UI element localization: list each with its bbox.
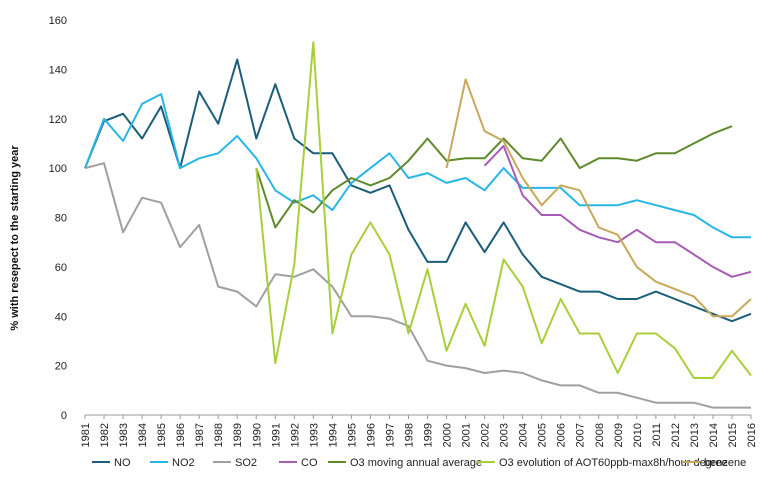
y-tick-label: 80	[55, 213, 67, 225]
y-tick-label: 0	[61, 410, 67, 422]
x-tick-label: 1994	[327, 423, 339, 447]
legend-item: O3 moving annual average	[328, 457, 482, 469]
legend-item: O3 evolution of AOT60ppb-max8h/hour degr…	[477, 457, 728, 469]
x-tick-label: 2010	[632, 423, 644, 447]
legend-item: benzene	[682, 457, 746, 469]
x-tick-label: 1986	[175, 423, 187, 447]
y-tick-label: 120	[49, 114, 67, 126]
legend-label: NO2	[172, 457, 195, 469]
x-tick-label: 2006	[556, 423, 568, 447]
x-tick-label: 2003	[499, 423, 511, 447]
x-tick-label: 1982	[99, 423, 111, 447]
x-axis-ticks: 1981 1982 1983 1984 1985 1986 1987 1988 1989 1990…	[80, 415, 758, 447]
legend-label: NO	[114, 457, 131, 469]
legend-item: NO2	[150, 457, 195, 469]
x-tick-label: 2012	[670, 423, 682, 447]
y-tick-label: 40	[55, 311, 67, 323]
x-tick-label: 1992	[289, 423, 301, 447]
x-tick-label: 2009	[613, 423, 625, 447]
y-axis-label: % with resepect to the starting year	[9, 145, 21, 331]
x-tick-label: 1995	[346, 423, 358, 447]
series-line-6	[445, 78, 752, 318]
legend-label: benzene	[704, 457, 746, 469]
x-tick-label: 2002	[480, 423, 492, 447]
x-tick-label: 2016	[746, 423, 758, 447]
y-axis-ticks: 0 20 40 60 80 100 120 140 160	[49, 15, 67, 422]
x-tick-label: 1983	[118, 423, 130, 447]
x-tick-label: 2001	[461, 423, 473, 447]
x-tick-label: 1981	[80, 423, 92, 447]
legend-label: O3 moving annual average	[350, 457, 482, 469]
x-tick-label: 1998	[403, 423, 415, 447]
chart-series	[84, 41, 752, 409]
y-tick-label: 140	[49, 64, 67, 76]
x-tick-label: 1991	[270, 423, 282, 447]
x-tick-label: 1993	[308, 423, 320, 447]
x-tick-label: 1999	[423, 423, 435, 447]
x-tick-label: 1989	[232, 423, 244, 447]
x-tick-label: 1984	[137, 423, 149, 447]
legend-item: NO	[92, 457, 131, 469]
legend-item: CO	[279, 457, 318, 469]
series-line-4	[255, 125, 733, 229]
series-line-5	[255, 41, 752, 379]
x-tick-label: 2015	[727, 423, 739, 447]
x-tick-label: 2007	[575, 423, 587, 447]
x-tick-label: 2000	[442, 423, 454, 447]
y-tick-label: 60	[55, 262, 67, 274]
chart-legend: NO NO2 SO2 CO O3 moving annual average O3 evo…	[92, 457, 746, 469]
x-tick-label: 1990	[251, 423, 263, 447]
series-line-3	[483, 144, 752, 278]
x-tick-label: 1985	[156, 423, 168, 447]
x-tick-label: 1996	[365, 423, 377, 447]
x-tick-label: 2011	[651, 423, 663, 447]
y-tick-label: 100	[49, 163, 67, 175]
y-tick-label: 20	[55, 361, 67, 373]
legend-label: SO2	[235, 457, 257, 469]
series-line-1	[84, 93, 751, 239]
legend-label: CO	[301, 457, 318, 469]
series-line-2	[84, 162, 751, 409]
x-tick-label: 2004	[518, 423, 530, 447]
x-tick-label: 1988	[213, 423, 225, 447]
y-tick-label: 160	[49, 15, 67, 27]
legend-label: O3 evolution of AOT60ppb-max8h/hour degr…	[499, 457, 728, 469]
x-tick-label: 2008	[594, 423, 606, 447]
x-tick-label: 2013	[689, 423, 701, 447]
x-tick-label: 1987	[194, 423, 206, 447]
x-tick-label: 1997	[384, 423, 396, 447]
series-line-0	[84, 58, 752, 323]
legend-item: SO2	[213, 457, 257, 469]
x-tick-label: 2014	[708, 423, 720, 447]
x-tick-label: 2005	[537, 423, 549, 447]
